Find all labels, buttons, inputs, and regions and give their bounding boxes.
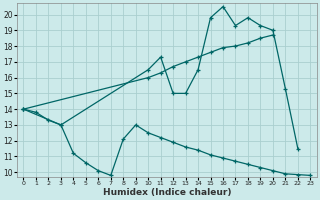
- X-axis label: Humidex (Indice chaleur): Humidex (Indice chaleur): [103, 188, 231, 197]
